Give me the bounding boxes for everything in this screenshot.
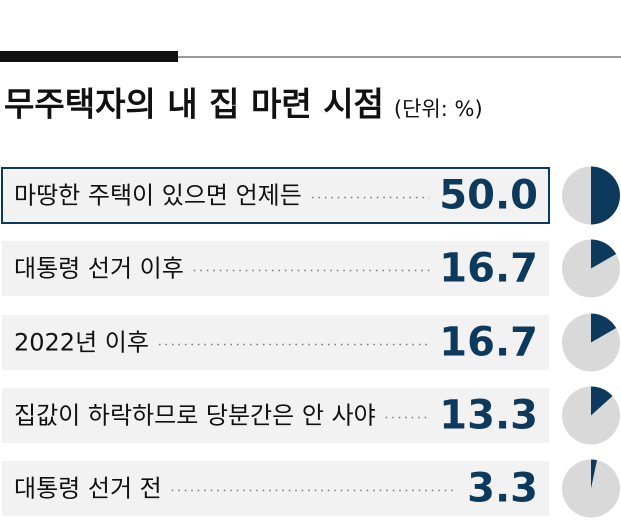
value-label: 16.7 bbox=[439, 320, 538, 366]
category-label: 대통령 선거 이후 bbox=[14, 255, 184, 283]
pie-slice bbox=[591, 459, 597, 489]
category-label: 집값이 하락하므로 당분간은 안 사야 bbox=[14, 402, 376, 430]
value-label: 13.3 bbox=[439, 393, 538, 439]
top-accent bbox=[0, 51, 178, 62]
category-label: 2022년 이후 bbox=[14, 329, 149, 357]
pie-slice bbox=[591, 166, 620, 225]
row-background bbox=[2, 241, 549, 296]
pie-slice bbox=[591, 386, 613, 416]
value-label: 16.7 bbox=[439, 246, 538, 292]
category-label: 마땅한 주택이 있으면 언제든 bbox=[14, 182, 302, 210]
row-background bbox=[2, 315, 549, 370]
chart-title: 무주택자의 내 집 마련 시점 bbox=[4, 85, 384, 124]
row-background bbox=[2, 461, 549, 516]
row-background bbox=[2, 388, 549, 443]
pie-slice bbox=[591, 313, 617, 343]
value-label: 50.0 bbox=[439, 173, 538, 219]
category-label: 대통령 선거 전 bbox=[14, 475, 162, 503]
row-background bbox=[1, 167, 550, 224]
chart-subtitle: (단위: %) bbox=[394, 97, 483, 121]
value-label: 3.3 bbox=[467, 466, 538, 512]
pie-slice bbox=[591, 239, 617, 269]
